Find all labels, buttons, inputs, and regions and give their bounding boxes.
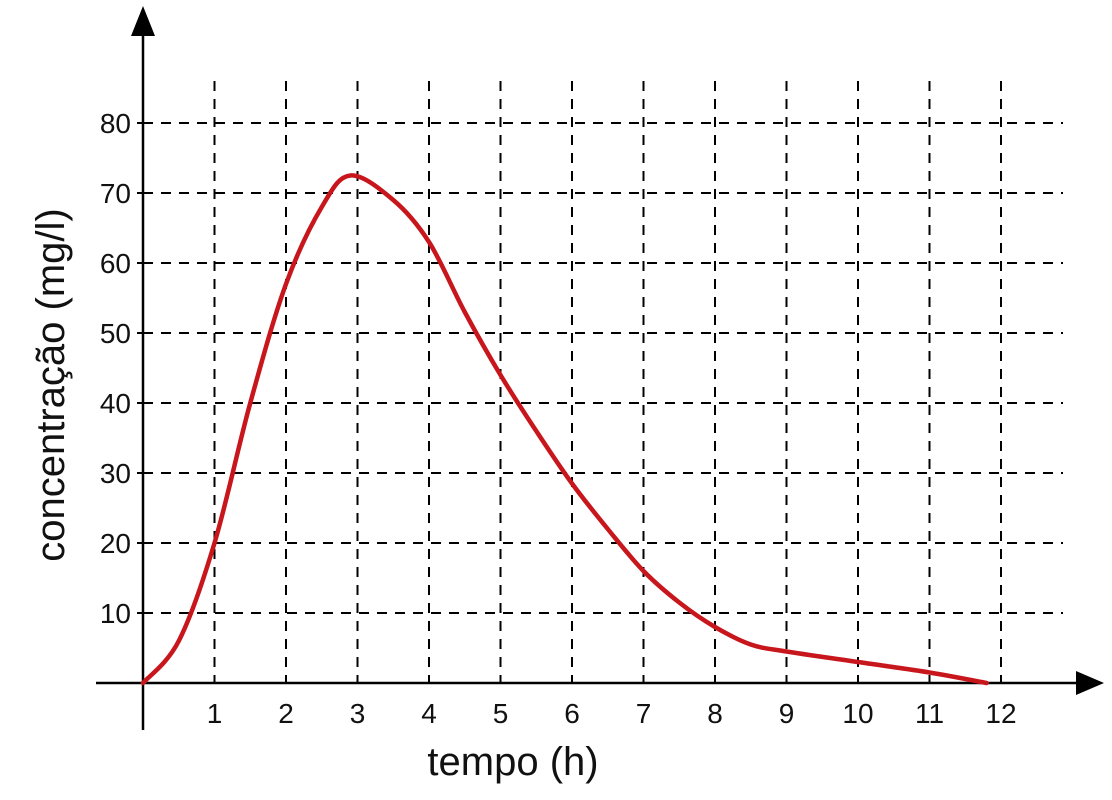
x-tick-label: 1	[207, 698, 223, 729]
x-tick-label: 2	[278, 698, 294, 729]
x-tick-label: 3	[350, 698, 366, 729]
x-axis-title: tempo (h)	[427, 740, 598, 784]
series	[140, 173, 989, 686]
x-tick-label: 4	[421, 698, 437, 729]
x-axis-arrow	[1076, 671, 1104, 695]
y-tick-label: 50	[100, 318, 131, 349]
series-line	[140, 173, 989, 686]
y-tick-label: 10	[100, 598, 131, 629]
x-tick-label: 6	[564, 698, 580, 729]
y-tick-label: 30	[100, 458, 131, 489]
x-tick-label: 11	[915, 698, 944, 729]
y-tick-label: 20	[100, 528, 131, 559]
y-tick-label: 80	[100, 108, 131, 139]
x-tick-label: 10	[842, 698, 873, 729]
y-tick-label: 40	[100, 388, 131, 419]
x-tick-label: 7	[636, 698, 652, 729]
y-tick-label: 70	[100, 178, 131, 209]
y-axis-title: concentração (mg/l)	[29, 208, 73, 561]
y-tick-label: 60	[100, 248, 131, 279]
x-tick-label: 12	[985, 698, 1016, 729]
axes	[96, 6, 1104, 730]
y-axis-arrow	[131, 6, 155, 36]
grid	[143, 81, 1063, 683]
x-tick-label: 5	[493, 698, 509, 729]
x-tick-label: 9	[779, 698, 795, 729]
x-tick-label: 8	[707, 698, 723, 729]
